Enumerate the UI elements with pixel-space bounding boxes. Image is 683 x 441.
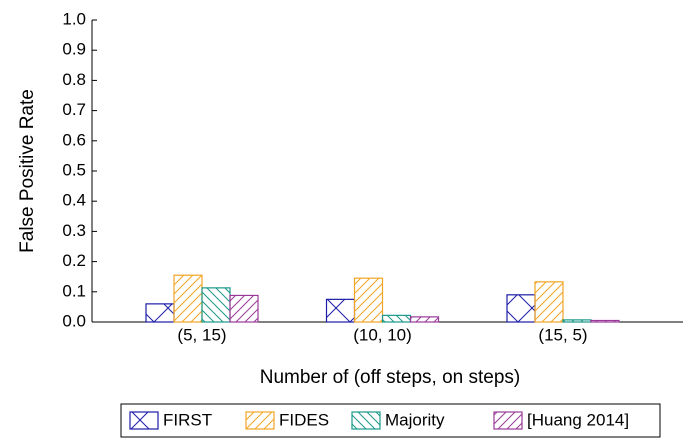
y-tick-label: 0.0	[62, 311, 86, 330]
legend-swatch	[351, 411, 381, 430]
legend-label: [Huang 2014]	[527, 410, 629, 429]
legend-label: FIDES	[279, 410, 329, 429]
y-tick-label: 0.5	[62, 160, 86, 179]
y-tick-label: 0.3	[62, 221, 86, 240]
legend-swatch	[493, 411, 523, 430]
y-tick-label: 0.8	[62, 70, 86, 89]
bar	[562, 319, 592, 323]
bar	[145, 303, 175, 323]
y-axis-label: False Positive Rate	[17, 89, 38, 253]
bar	[590, 319, 620, 323]
bar	[381, 314, 412, 323]
y-tick-label: 0.9	[62, 40, 86, 59]
y-tick-label: 0.4	[62, 191, 86, 210]
bar	[325, 298, 356, 323]
x-axis-label: Number of (off steps, on steps)	[260, 367, 521, 388]
y-tick-label: 0.6	[62, 130, 86, 149]
y-tick-label: 0.2	[62, 251, 86, 270]
bar	[229, 294, 259, 323]
legend-swatch	[129, 411, 159, 430]
bar	[201, 287, 231, 323]
x-tick-label: (15, 5)	[538, 325, 587, 344]
y-tick-label: 1.0	[62, 9, 86, 28]
bar	[506, 294, 536, 323]
bar	[173, 274, 203, 323]
legend-label: Majority	[385, 410, 445, 429]
bar	[353, 277, 384, 323]
x-tick-label: (5, 15)	[177, 325, 226, 344]
legend-label: FIRST	[163, 410, 212, 429]
legend-box	[120, 403, 661, 438]
x-tick-label: (10, 10)	[353, 325, 412, 344]
legend-swatch	[245, 411, 275, 430]
bar	[409, 316, 440, 323]
y-tick-label: 0.7	[62, 100, 86, 119]
y-tick-label: 0.1	[62, 281, 86, 300]
bar	[534, 281, 564, 323]
